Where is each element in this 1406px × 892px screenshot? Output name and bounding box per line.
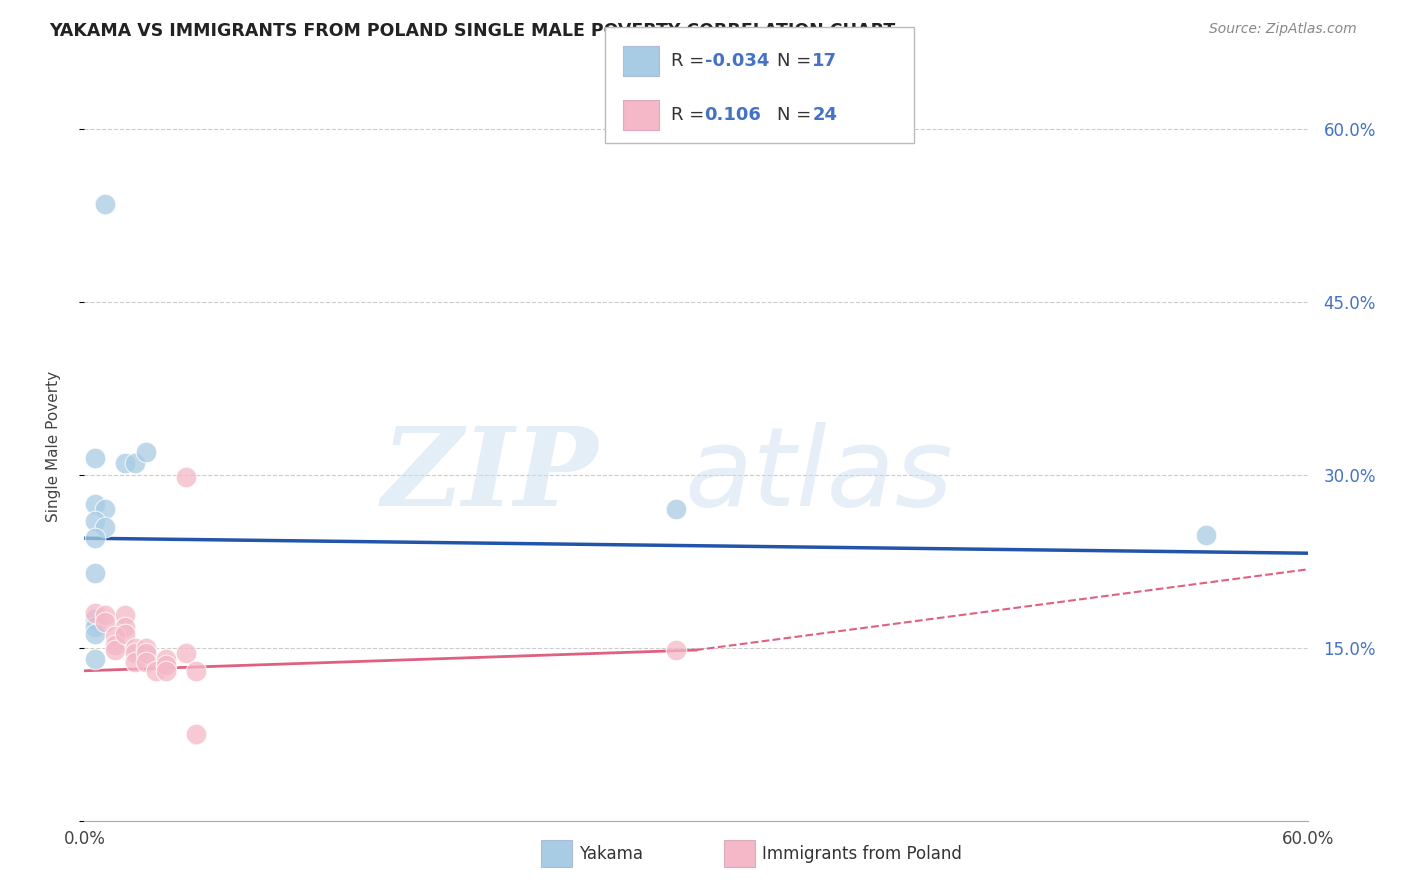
Point (155, 652, 177, 666)
Text: atlas: atlas (683, 423, 953, 530)
Point (83, 620, 105, 634)
Point (155, 664, 177, 678)
Point (83, 566, 105, 580)
Point (124, 655, 146, 669)
Point (135, 640, 157, 655)
Point (83, 497, 105, 511)
Point (124, 647, 146, 661)
Point (104, 639, 127, 653)
Point (104, 643, 127, 657)
Point (174, 647, 197, 661)
Point (155, 658, 177, 673)
Point (145, 664, 167, 678)
Point (83, 606, 105, 620)
Point (83, 514, 105, 528)
Point (114, 608, 136, 623)
Text: ZIP: ZIP (381, 422, 598, 530)
Point (124, 456, 146, 470)
Point (114, 620, 136, 634)
Text: -0.034: -0.034 (704, 53, 769, 70)
Point (665, 643, 688, 657)
Point (104, 629, 127, 643)
Point (93, 608, 115, 623)
Text: Immigrants from Poland: Immigrants from Poland (762, 845, 962, 863)
Point (114, 456, 136, 470)
Point (135, 647, 157, 661)
Point (83, 612, 105, 626)
Text: 17: 17 (813, 53, 838, 70)
Text: Source: ZipAtlas.com: Source: ZipAtlas.com (1209, 22, 1357, 37)
Point (93, 502, 115, 516)
Point (186, 727, 208, 741)
Point (135, 444, 157, 458)
Point (83, 627, 105, 641)
Text: YAKAMA VS IMMIGRANTS FROM POLAND SINGLE MALE POVERTY CORRELATION CHART: YAKAMA VS IMMIGRANTS FROM POLAND SINGLE … (49, 22, 896, 40)
Point (83, 652, 105, 666)
Point (665, 502, 688, 516)
Text: R =: R = (671, 106, 716, 124)
Point (93, 519, 115, 533)
Point (124, 640, 146, 655)
Text: N =: N = (778, 53, 817, 70)
Point (83, 531, 105, 545)
Point (174, 470, 197, 484)
Text: 24: 24 (813, 106, 838, 124)
Point (186, 664, 208, 678)
Y-axis label: Single Male Poverty: Single Male Poverty (46, 370, 60, 522)
Point (135, 655, 157, 669)
Point (1195, 528, 1218, 542)
Point (93, 615, 115, 630)
Text: R =: R = (671, 53, 710, 70)
Point (83, 450, 105, 465)
Text: 0.106: 0.106 (704, 106, 762, 124)
Text: Yakama: Yakama (579, 845, 644, 863)
Point (114, 627, 136, 641)
Text: N =: N = (778, 106, 817, 124)
Point (93, 197, 115, 211)
